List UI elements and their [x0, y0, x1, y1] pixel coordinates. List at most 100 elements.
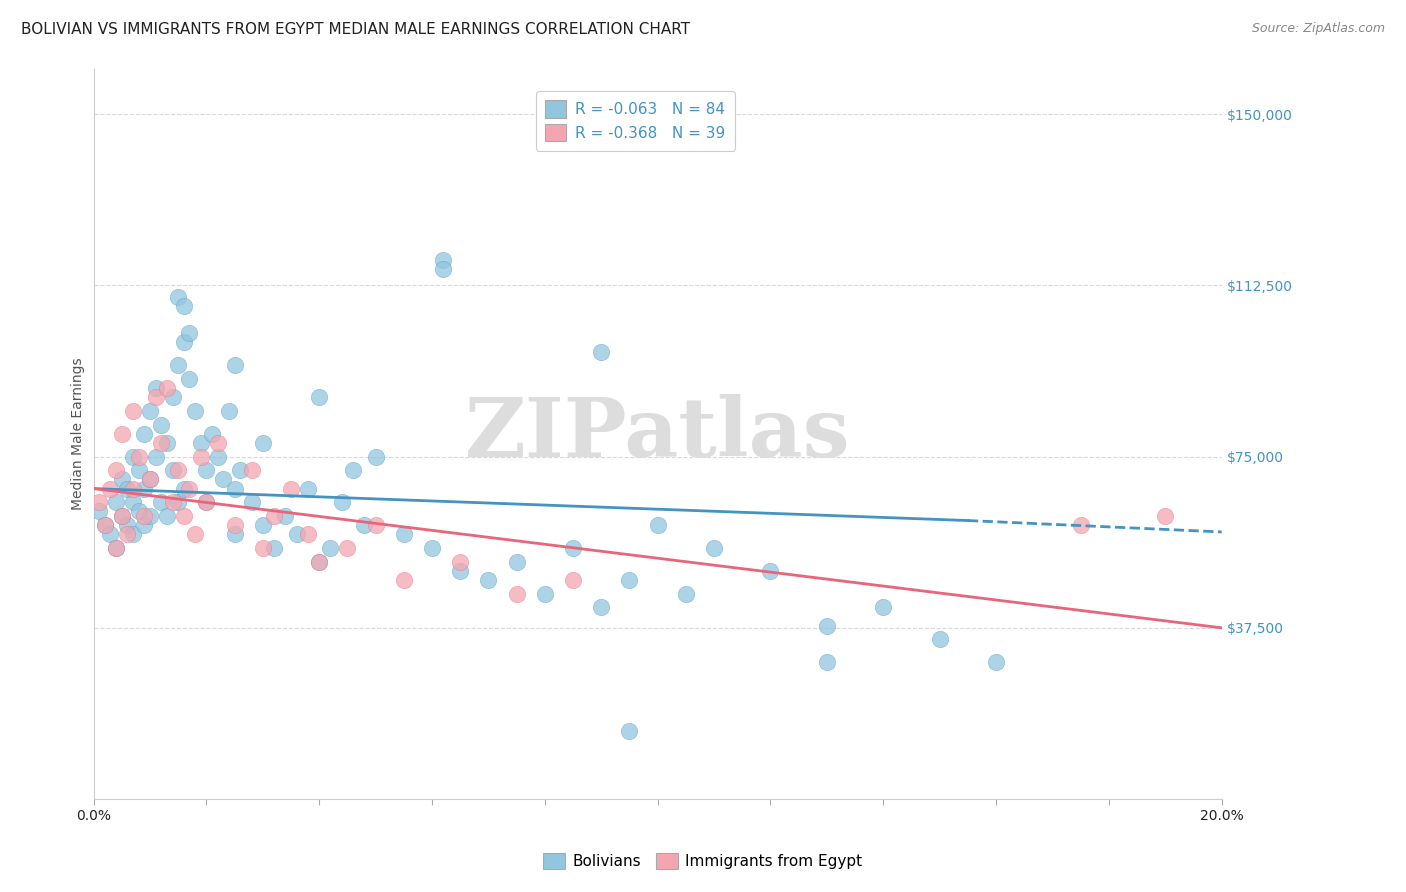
Point: [105, 463, 128, 477]
Point: [150, 417, 173, 432]
Point: [128, 450, 150, 464]
Point: [173, 299, 195, 313]
Point: [1070, 518, 1092, 533]
Point: [173, 482, 195, 496]
Point: [319, 541, 342, 555]
Point: [105, 541, 128, 555]
Text: BOLIVIAN VS IMMIGRANTS FROM EGYPT MEDIAN MALE EARNINGS CORRELATION CHART: BOLIVIAN VS IMMIGRANTS FROM EGYPT MEDIAN…: [21, 22, 690, 37]
Point: [432, 253, 454, 268]
Point: [591, 344, 613, 359]
Point: [218, 404, 240, 418]
Point: [619, 573, 641, 587]
Point: [111, 426, 134, 441]
Point: [167, 359, 190, 373]
Point: [89, 495, 111, 509]
Point: [212, 473, 235, 487]
Point: [420, 541, 443, 555]
Point: [179, 482, 201, 496]
Point: [145, 450, 167, 464]
Point: [224, 359, 246, 373]
Point: [128, 463, 150, 477]
Point: [224, 482, 246, 496]
Y-axis label: Median Male Earnings: Median Male Earnings: [72, 358, 86, 510]
Point: [128, 504, 150, 518]
Text: ZIPatlas: ZIPatlas: [465, 393, 851, 474]
Point: [274, 508, 297, 523]
Point: [449, 564, 471, 578]
Point: [94, 518, 117, 533]
Point: [534, 586, 557, 600]
Point: [195, 495, 218, 509]
Point: [353, 518, 375, 533]
Legend: Bolivians, Immigrants from Egypt: Bolivians, Immigrants from Egypt: [537, 847, 869, 875]
Point: [179, 326, 201, 341]
Point: [122, 450, 145, 464]
Point: [285, 527, 308, 541]
Point: [252, 518, 274, 533]
Point: [330, 495, 353, 509]
Point: [207, 436, 229, 450]
Point: [134, 482, 156, 496]
Point: [815, 618, 838, 632]
Point: [759, 564, 782, 578]
Point: [105, 495, 128, 509]
Point: [105, 541, 128, 555]
Point: [342, 463, 364, 477]
Point: [207, 450, 229, 464]
Point: [184, 404, 207, 418]
Point: [89, 504, 111, 518]
Point: [308, 555, 330, 569]
Point: [364, 518, 387, 533]
Point: [179, 372, 201, 386]
Point: [263, 508, 285, 523]
Point: [122, 527, 145, 541]
Point: [139, 473, 162, 487]
Point: [134, 508, 156, 523]
Point: [111, 508, 134, 523]
Point: [173, 335, 195, 350]
Point: [647, 518, 669, 533]
Point: [297, 527, 319, 541]
Point: [364, 450, 387, 464]
Point: [122, 495, 145, 509]
Point: [240, 463, 263, 477]
Legend: R = -0.063   N = 84, R = -0.368   N = 39: R = -0.063 N = 84, R = -0.368 N = 39: [536, 91, 735, 151]
Point: [195, 495, 218, 509]
Point: [94, 518, 117, 533]
Point: [201, 426, 224, 441]
Point: [162, 390, 184, 404]
Point: [928, 632, 950, 647]
Point: [619, 723, 641, 738]
Point: [591, 600, 613, 615]
Point: [156, 436, 179, 450]
Point: [100, 527, 122, 541]
Point: [229, 463, 252, 477]
Point: [100, 482, 122, 496]
Point: [145, 381, 167, 395]
Point: [134, 518, 156, 533]
Point: [111, 508, 134, 523]
Point: [336, 541, 359, 555]
Point: [150, 436, 173, 450]
Point: [145, 390, 167, 404]
Point: [224, 527, 246, 541]
Point: [190, 450, 212, 464]
Point: [984, 655, 1007, 669]
Point: [392, 573, 415, 587]
Point: [252, 541, 274, 555]
Point: [117, 527, 139, 541]
Point: [224, 518, 246, 533]
Point: [184, 527, 207, 541]
Point: [280, 482, 302, 496]
Point: [122, 404, 145, 418]
Point: [432, 262, 454, 277]
Point: [156, 508, 179, 523]
Point: [111, 473, 134, 487]
Point: [117, 518, 139, 533]
Point: [173, 508, 195, 523]
Point: [1154, 508, 1177, 523]
Point: [117, 482, 139, 496]
Point: [195, 463, 218, 477]
Point: [308, 390, 330, 404]
Point: [240, 495, 263, 509]
